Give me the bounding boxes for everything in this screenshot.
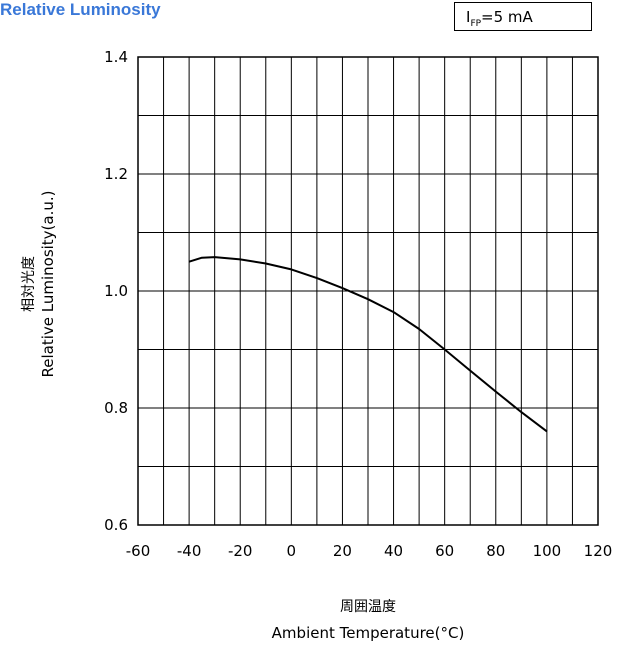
x-tick-label: 80 <box>486 542 505 560</box>
x-tick-label: 100 <box>533 542 562 560</box>
x-tick-label: 40 <box>384 542 403 560</box>
y-tick-label: 1.2 <box>104 165 128 183</box>
x-tick-label: -40 <box>177 542 202 560</box>
x-tick-label: 60 <box>435 542 454 560</box>
x-tick-label: 0 <box>287 542 297 560</box>
plot-frame <box>137 56 599 526</box>
x-axis-label-en: Ambient Temperature(°C) <box>271 624 465 642</box>
x-tick-label: 120 <box>584 542 613 560</box>
x-tick-label: -60 <box>126 542 151 560</box>
y-tick-label: 1.0 <box>104 282 128 300</box>
x-axis-label-jp: 周囲温度 <box>340 599 396 615</box>
y-tick-label: 0.6 <box>104 516 128 534</box>
y-tick-label: 0.8 <box>104 399 128 417</box>
x-tick-label: 20 <box>333 542 352 560</box>
y-tick-label: 1.4 <box>104 48 128 66</box>
condition-value: =5 mA <box>481 8 533 26</box>
condition-box: IFP=5 mA <box>454 2 592 31</box>
chart-title: Relative Luminosity <box>0 0 161 19</box>
x-tick-label: -20 <box>228 542 253 560</box>
series-line <box>188 256 548 433</box>
condition-subscript: FP <box>470 19 482 29</box>
condition-symbol: I <box>466 8 471 26</box>
